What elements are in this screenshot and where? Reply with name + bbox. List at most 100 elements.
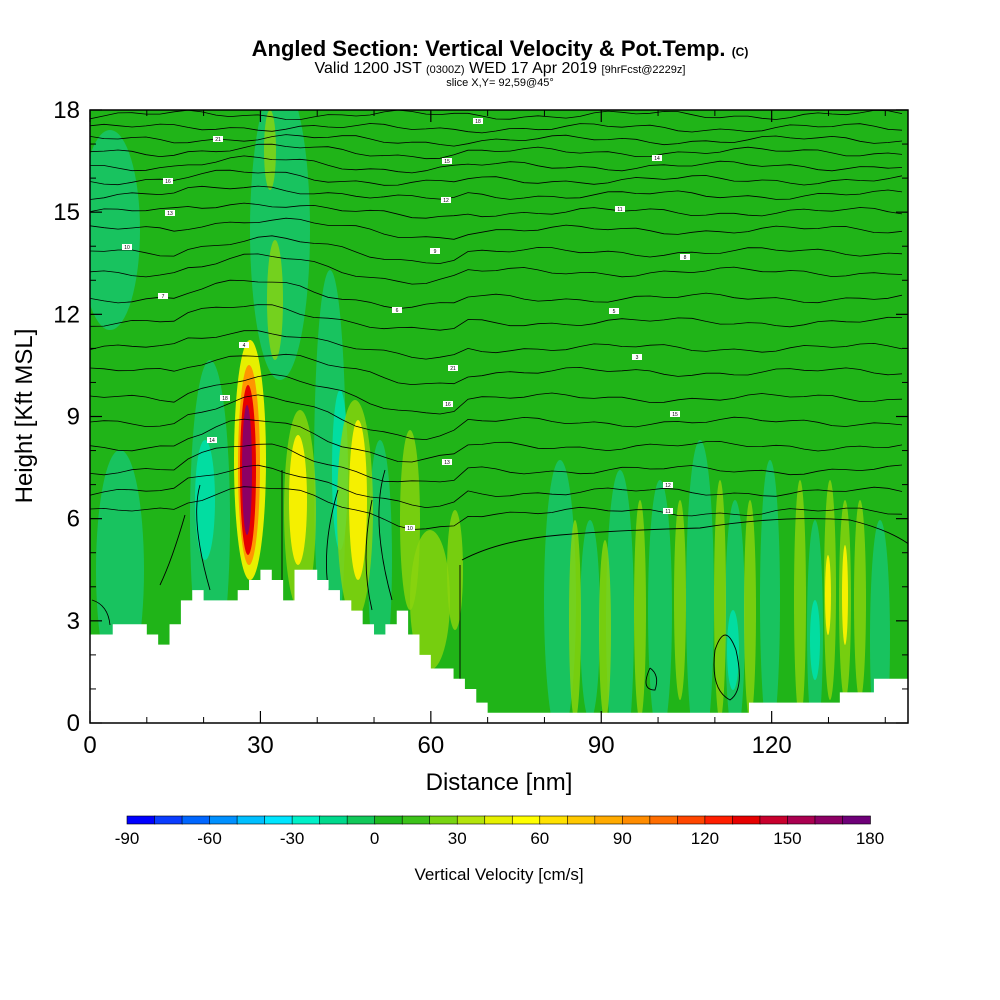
y-tick-label: 15 <box>53 199 80 226</box>
velocity-contour <box>713 634 740 701</box>
colorbar-tick-label: -90 <box>115 829 140 848</box>
colorbar-swatch <box>649 815 679 825</box>
colorbar-swatch <box>704 815 734 825</box>
theta-label-text: 12 <box>665 483 671 489</box>
theta-label-text: 18 <box>222 396 228 402</box>
downdraft-region <box>760 460 780 723</box>
theta-line <box>90 202 903 219</box>
theta-label: 15 <box>670 411 680 418</box>
theta-label: 3 <box>632 354 642 361</box>
theta-line <box>90 279 903 310</box>
theta-line <box>90 373 903 415</box>
downdraft-region <box>90 130 140 330</box>
updraft-core <box>349 420 367 580</box>
theta-label-text: 6 <box>396 308 399 314</box>
colorbar-swatch <box>236 815 266 825</box>
downdraft-region <box>870 520 890 723</box>
theta-label-box <box>442 459 452 465</box>
downdraft-region <box>580 520 600 720</box>
theta-label-text: 11 <box>617 207 622 213</box>
y-tick-label: 9 <box>67 404 80 431</box>
updraft-region <box>264 110 276 190</box>
theta-line <box>90 134 903 147</box>
theta-contours: 21 18 16 15 14 13 12 11 10 9 8 7 6 5 4 3 21 18 16 15 14 13 12 1… <box>90 110 903 532</box>
theta-label: 11 <box>663 508 673 515</box>
y-tick-label: 3 <box>67 608 80 635</box>
theta-label: 10 <box>122 244 132 251</box>
theta-label-box <box>405 525 415 531</box>
updraft-region <box>744 500 756 720</box>
y-axis-label: Height [Kft MSL] <box>11 329 38 504</box>
theta-label-text: 16 <box>445 402 451 408</box>
theta-label: 14 <box>652 155 662 162</box>
terrain <box>90 569 908 723</box>
theta-label-text: 3 <box>636 355 639 361</box>
updraft-region <box>599 540 611 720</box>
x-tick-label: 90 <box>588 732 615 759</box>
theta-label-text: 4 <box>243 343 246 349</box>
theta-label: 12 <box>663 482 673 489</box>
theta-label-box <box>615 206 625 212</box>
theta-line <box>90 304 903 331</box>
valid-utc: (0300Z) <box>426 64 465 76</box>
colorbar-swatch <box>842 815 871 825</box>
updraft-region <box>410 530 450 670</box>
theta-label-text: 14 <box>209 438 215 444</box>
colorbar-swatch <box>429 815 459 825</box>
colorbar-swatch <box>154 815 183 825</box>
theta-label-text: 16 <box>165 179 171 185</box>
theta-label-text: 13 <box>444 460 450 466</box>
colorbar-tick-label: -60 <box>197 829 222 848</box>
theta-line <box>90 418 903 463</box>
colorbar-swatch <box>484 815 514 825</box>
theta-label-box <box>680 254 690 260</box>
theta-label-text: 7 <box>162 294 165 300</box>
y-tick-label: 6 <box>67 506 80 533</box>
colorbar-swatch <box>566 815 596 825</box>
theta-line <box>90 443 903 483</box>
theta-line <box>90 486 903 530</box>
colorbar-swatch <box>456 815 486 825</box>
theta-line <box>90 110 903 121</box>
velocity-contour <box>378 469 393 601</box>
colorbar-swatch <box>264 815 293 825</box>
theta-label: 13 <box>165 210 175 217</box>
colorbar-tick-label: 120 <box>691 829 719 848</box>
x-tick-label: 0 <box>83 732 96 759</box>
velocity-contour <box>159 514 186 586</box>
updraft-region <box>674 500 686 700</box>
axes: 0 30 60 90 120 0 3 6 9 12 15 18 <box>53 97 908 759</box>
theta-label-box <box>441 197 451 203</box>
theta-label-text: 21 <box>215 137 221 143</box>
theta-label-box <box>122 244 132 250</box>
theta-label-text: 11 <box>665 509 670 515</box>
theta-label-text: 10 <box>124 245 130 251</box>
colorbar-swatch <box>374 815 403 825</box>
velocity-contour <box>645 667 658 691</box>
title-unit: (C) <box>731 45 749 59</box>
colorbar-swatch <box>181 815 211 825</box>
theta-line <box>90 253 903 285</box>
y-tick-label: 12 <box>53 301 80 328</box>
theta-label-box <box>430 248 440 254</box>
colorbar-swatch <box>759 815 789 825</box>
downdraft-region <box>314 270 346 670</box>
downdraft-region <box>544 460 576 723</box>
chart-subtitle: Valid 1200 JST (0300Z) WED 17 Apr 2019 [… <box>314 60 686 77</box>
theta-label-text: 13 <box>167 211 173 217</box>
colorbar-swatch <box>291 815 321 825</box>
theta-label-box <box>632 354 642 360</box>
theta-label-box <box>663 508 673 514</box>
theta-label: 12 <box>441 197 451 204</box>
updraft-region <box>267 240 283 360</box>
theta-line <box>90 353 903 386</box>
downdraft-core <box>810 600 820 680</box>
colorbar-swatch <box>126 815 156 825</box>
colorbar-swatch <box>346 815 376 825</box>
theta-line <box>90 143 903 160</box>
theta-label-text: 14 <box>654 156 660 162</box>
theta-line <box>90 123 903 134</box>
downdraft-region <box>648 480 672 723</box>
theta-label-box <box>239 342 249 348</box>
theta-label-text: 5 <box>613 309 616 315</box>
